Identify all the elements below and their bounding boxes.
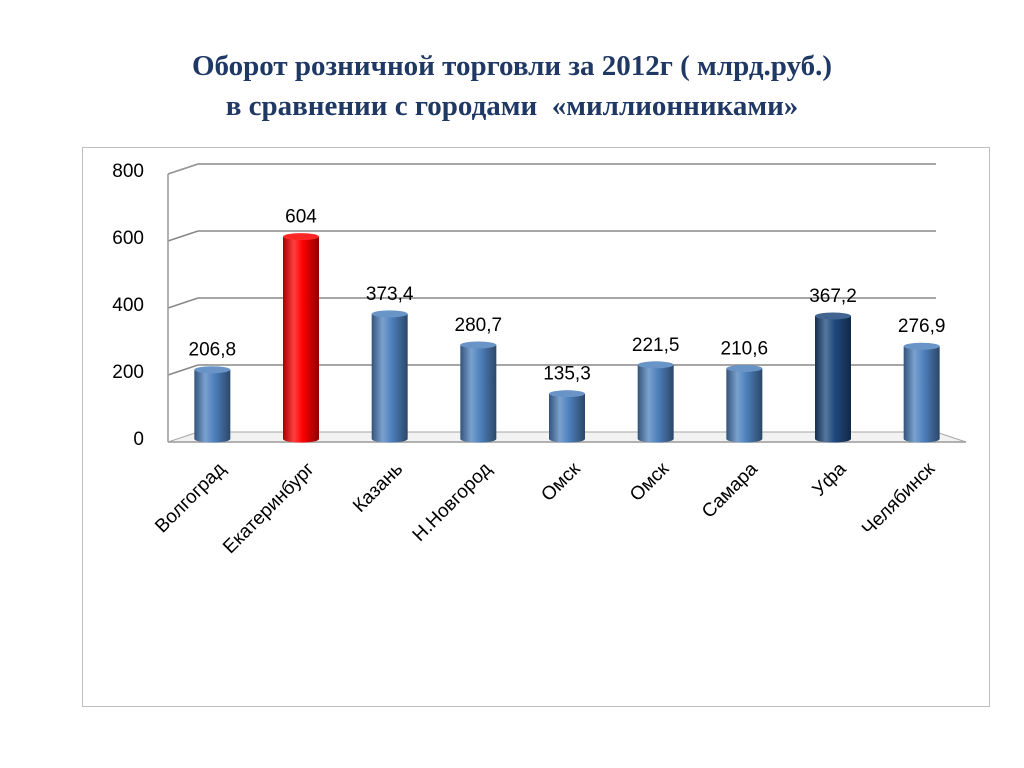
bar-top: [815, 312, 851, 320]
bar-top: [283, 233, 319, 241]
data-label: 210,6: [721, 338, 769, 359]
bar: [283, 233, 319, 443]
bar: [194, 366, 231, 443]
bar-body: [903, 346, 940, 443]
data-label: 280,7: [455, 315, 503, 336]
bar-top: [903, 342, 940, 350]
data-label: 367,2: [809, 286, 857, 307]
bar-body: [726, 368, 763, 443]
data-label: 373,4: [366, 284, 414, 305]
bar-body: [549, 393, 585, 443]
category-label: Омск: [537, 458, 585, 506]
category-label: Уфа: [809, 458, 851, 500]
category-label: Екатеринбург: [219, 459, 318, 558]
bar: [549, 390, 585, 443]
slide-title: Оборот розничной торговли за 2012г ( млр…: [0, 46, 1024, 126]
data-label: 206,8: [189, 340, 237, 361]
bar: [815, 312, 851, 443]
bar-body: [460, 344, 497, 443]
bar-body: [637, 364, 674, 443]
gridline-diagonal: [167, 297, 199, 309]
title-line-2: в сравнении с городами «миллионниками»: [225, 90, 799, 122]
category-label: Казань: [349, 459, 407, 517]
bar-top: [637, 361, 674, 369]
y-tick-label: 600: [112, 228, 144, 249]
category-label: Волгоград: [151, 459, 230, 538]
bar: [460, 341, 497, 443]
bar: [371, 310, 408, 443]
bar-top: [194, 366, 231, 374]
data-label: 604: [285, 207, 317, 228]
bar-top: [549, 390, 585, 398]
category-label: Н.Новгород: [409, 459, 496, 546]
category-label: Омск: [626, 458, 674, 506]
bar-body: [283, 236, 319, 443]
category-label: Челябинск: [858, 458, 940, 540]
wall-top-edge: [167, 163, 199, 175]
gridline-diagonal: [167, 364, 199, 376]
bar: [637, 361, 674, 443]
y-tick-label: 200: [112, 362, 144, 383]
data-label: 135,3: [543, 364, 591, 385]
bar: [903, 342, 940, 443]
data-label: 221,5: [632, 335, 680, 356]
data-label: 276,9: [898, 316, 946, 337]
y-tick-label: 0: [133, 429, 144, 450]
bar-top: [460, 341, 497, 349]
bar-body: [815, 315, 851, 443]
gridlines: [167, 163, 936, 376]
bar: [726, 364, 763, 443]
y-tick-label: 800: [112, 161, 144, 182]
bar-body: [371, 313, 408, 443]
bar-body: [194, 369, 231, 443]
bar-top: [726, 364, 763, 372]
bar-top: [371, 310, 408, 318]
gridline-diagonal: [167, 230, 199, 242]
title-line-1: Оборот розничной торговли за 2012г ( млр…: [191, 50, 833, 82]
y-tick-label: 400: [112, 295, 144, 316]
category-label: Самара: [698, 458, 762, 522]
